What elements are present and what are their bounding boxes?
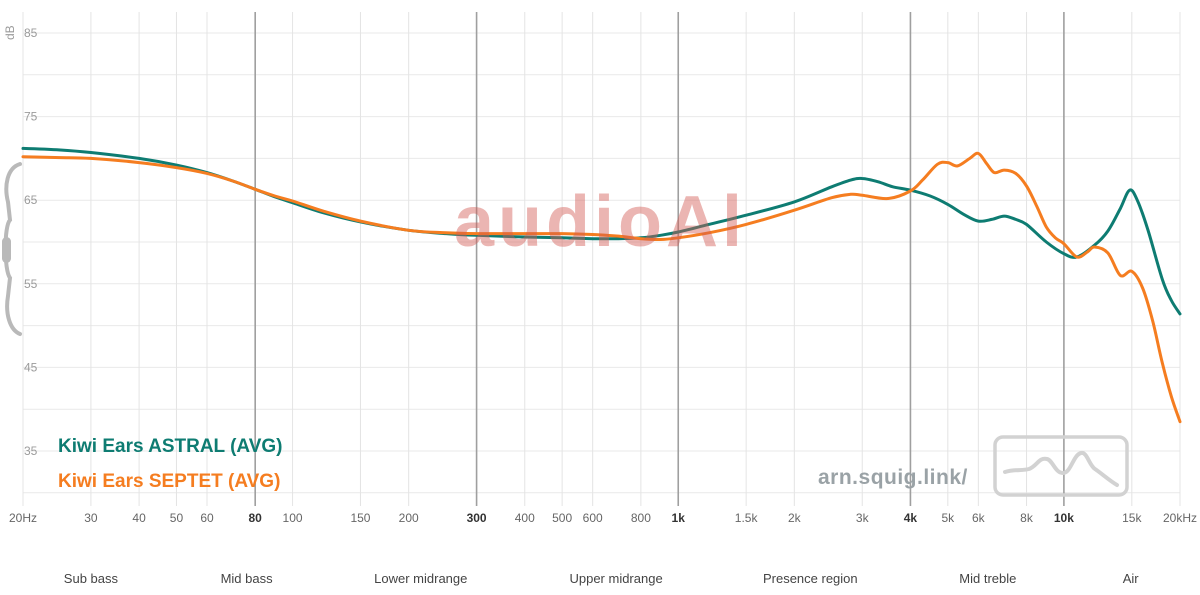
x-tick-label: 500 <box>552 511 572 525</box>
x-tick-label: 20Hz <box>9 511 37 525</box>
frequency-region-bar: Sub bass Mid bass Lower midrange Upper midr… <box>0 535 1200 595</box>
legend-item-astral[interactable]: Kiwi Ears ASTRAL (AVG) <box>58 436 283 457</box>
x-tick-label: 50 <box>170 511 184 525</box>
legend: Kiwi Ears ASTRAL (AVG) Kiwi Ears SEPTET … <box>58 429 283 499</box>
x-tick-label: 10k <box>1054 511 1074 525</box>
legend-item-septet[interactable]: Kiwi Ears SEPTET (AVG) <box>58 471 281 492</box>
x-tick-label: 800 <box>631 511 651 525</box>
x-tick-label: 40 <box>132 511 146 525</box>
region-label: Sub bass <box>63 571 119 586</box>
y-tick-label: 85 <box>24 26 38 40</box>
fr-curve-septet[interactable] <box>21 151 1182 424</box>
x-tick-label: 5k <box>941 511 955 525</box>
region-label: Presence region <box>762 571 858 586</box>
region-label: Mid treble <box>959 571 1017 586</box>
region-label: Upper midrange <box>569 571 663 586</box>
y-tick-label: 65 <box>24 193 38 207</box>
fr-chart: 85 75 65 55 45 35 dB 20Hz 30 40 50 60 80 100 150 200 300… <box>3 12 1197 525</box>
x-tick-label: 15k <box>1122 511 1142 525</box>
x-tick-label: 6k <box>972 511 986 525</box>
x-tick-label: 200 <box>399 511 419 525</box>
x-tick-label: 100 <box>283 511 303 525</box>
squig-logo-icon <box>993 435 1129 497</box>
y-tick-label: 45 <box>24 360 38 374</box>
x-tick-label: 400 <box>515 511 535 525</box>
y-axis-unit-label: dB <box>3 25 17 40</box>
x-tick-label: 600 <box>583 511 603 525</box>
x-tick-label: 300 <box>467 511 487 525</box>
site-link[interactable]: arn.squig.link/ <box>818 466 968 489</box>
x-tick-label: 150 <box>350 511 370 525</box>
y-tick-label: 35 <box>24 444 38 458</box>
region-label: Air <box>1122 571 1139 586</box>
x-tick-label: 4k <box>904 511 918 525</box>
region-label: Mid bass <box>220 571 273 586</box>
x-tick-label: 20kHz <box>1163 511 1197 525</box>
x-tick-label: 60 <box>200 511 214 525</box>
region-label: Lower midrange <box>374 571 468 586</box>
ear-coupler-icon <box>2 162 22 336</box>
x-tick-label: 1k <box>672 511 686 525</box>
x-tick-label: 3k <box>856 511 870 525</box>
x-tick-label: 80 <box>249 511 263 525</box>
x-tick-label: 8k <box>1020 511 1034 525</box>
x-tick-label: 30 <box>84 511 98 525</box>
fr-curve-astral[interactable] <box>21 146 1182 316</box>
y-tick-label: 75 <box>24 110 38 124</box>
y-tick-label: 55 <box>24 277 38 291</box>
x-tick-label: 2k <box>788 511 802 525</box>
x-tick-label: 1.5k <box>735 511 759 525</box>
